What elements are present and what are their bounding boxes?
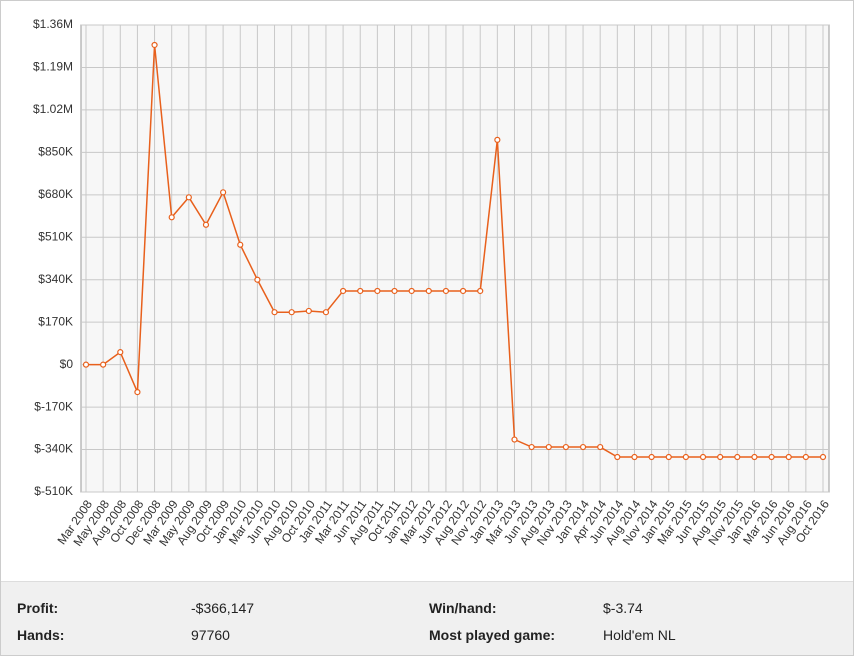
- point: [459, 287, 467, 295]
- point: [117, 349, 124, 356]
- point: [185, 194, 192, 201]
- point: [699, 453, 707, 461]
- point: [597, 443, 604, 451]
- y-tick-label: $170K: [38, 314, 73, 328]
- stat-value: 97760: [191, 627, 230, 643]
- point: [768, 453, 775, 461]
- stat-label: Hands:: [17, 627, 65, 643]
- y-tick-label: $680K: [38, 187, 73, 201]
- stats-panel: Profit: -$366,147 Win/hand: $-3.74 Hands…: [1, 581, 853, 655]
- point: [237, 241, 244, 248]
- point: [100, 361, 107, 368]
- point: [425, 287, 432, 295]
- stat-label: Win/hand:: [429, 600, 497, 616]
- stat-label: Profit:: [17, 600, 59, 616]
- stat-label: Most played game:: [429, 627, 556, 643]
- chart: $-510K $-340K $-170K $0 $170K $340K $510K $680K…: [33, 17, 832, 549]
- y-tick-label: $510K: [38, 229, 73, 243]
- point: [134, 389, 141, 396]
- point: [528, 443, 535, 451]
- point: [562, 443, 570, 451]
- point: [288, 309, 295, 316]
- point: [665, 453, 672, 461]
- point: [271, 309, 278, 316]
- point: [511, 436, 518, 443]
- point: [357, 287, 364, 295]
- point: [477, 287, 484, 295]
- y-tick-label: $-340K: [34, 442, 73, 456]
- point: [751, 453, 758, 461]
- point: [442, 287, 450, 295]
- y-tick-label: $1.19M: [33, 60, 73, 74]
- point: [322, 309, 330, 316]
- point: [220, 189, 227, 196]
- point: [494, 136, 501, 143]
- point: [374, 287, 381, 295]
- point: [151, 41, 158, 49]
- stat-value: -$366,147: [191, 600, 255, 616]
- point: [614, 453, 621, 461]
- point: [579, 443, 587, 451]
- point: [168, 214, 175, 221]
- point: [339, 287, 347, 295]
- point: [82, 361, 90, 368]
- stat-value: $-3.74: [603, 600, 643, 616]
- point: [254, 276, 261, 283]
- point: [391, 287, 398, 295]
- point: [631, 453, 638, 461]
- point: [545, 443, 552, 451]
- point: [785, 453, 792, 461]
- point: [717, 453, 724, 461]
- stat-value: Hold'em NL: [603, 627, 676, 643]
- point: [305, 307, 312, 315]
- y-tick-label: $1.02M: [33, 102, 73, 116]
- point: [648, 453, 655, 461]
- point: [802, 453, 809, 461]
- point: [819, 453, 827, 461]
- y-tick-label: $1.36M: [33, 17, 73, 31]
- y-tick-label: $-170K: [34, 399, 73, 413]
- y-tick-label: $340K: [38, 272, 73, 286]
- plot-area: [80, 24, 830, 493]
- point: [202, 221, 210, 228]
- point: [682, 453, 689, 461]
- y-tick-label: $-510K: [34, 484, 73, 498]
- y-tick-label: $0: [60, 357, 74, 371]
- y-tick-label: $850K: [38, 145, 73, 159]
- point: [734, 453, 741, 461]
- point: [408, 287, 415, 295]
